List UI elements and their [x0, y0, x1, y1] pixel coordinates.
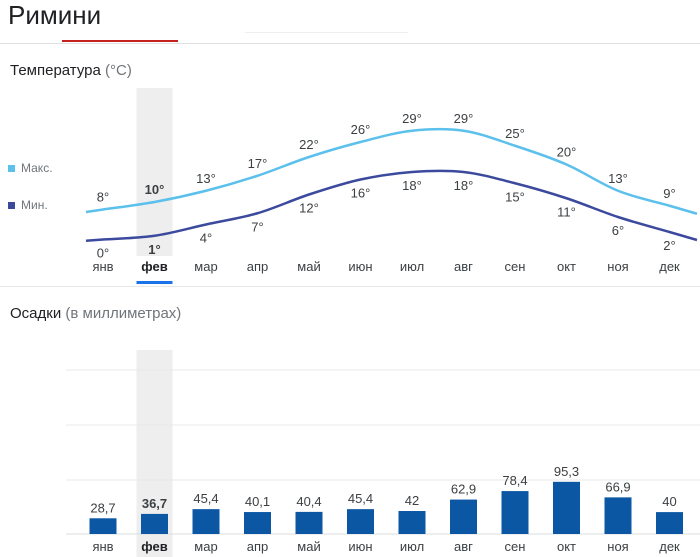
- min-temp-label-10: 11°: [557, 204, 576, 219]
- temperature-unit: (°C): [105, 62, 132, 79]
- selected-month-highlight-temp: [136, 88, 173, 256]
- section-divider: [0, 286, 700, 287]
- precip-month-label-6: июн: [348, 539, 372, 554]
- precip-month-label-2: фев: [141, 539, 167, 554]
- max-temperature-line: [85, 127, 698, 215]
- precip-bar-9: [501, 491, 529, 534]
- precip-bar-4: [244, 512, 271, 534]
- precip-month-label-1: янв: [92, 539, 113, 554]
- temp-month-label-9: сен: [505, 259, 526, 274]
- precip-value-label-10: 95,3: [554, 464, 579, 479]
- precip-value-label-1: 28,7: [90, 500, 115, 515]
- max-temp-label-4: 17°: [248, 156, 268, 171]
- max-temp-label-12: 9°: [663, 186, 675, 201]
- precip-month-label-5: май: [297, 539, 320, 554]
- precip-month-label-7: июл: [400, 539, 424, 554]
- precip-value-label-8: 62,9: [451, 482, 476, 497]
- precip-month-label-10: окт: [557, 539, 576, 554]
- precip-bar-1: [89, 518, 117, 534]
- min-temp-label-6: 16°: [351, 186, 371, 201]
- max-temp-label-9: 25°: [505, 126, 525, 141]
- temp-month-label-5: май: [297, 259, 320, 274]
- precip-value-label-11: 66,9: [605, 479, 630, 494]
- precip-bar-10: [553, 481, 580, 534]
- max-temp-label-8: 29°: [454, 111, 474, 126]
- min-temp-label-12: 2°: [663, 238, 675, 253]
- temperature-title-text: Температура: [10, 62, 101, 79]
- precipitation-section-title: Осадки (в миллиметрах): [10, 305, 181, 322]
- precip-bar-2: [141, 513, 168, 534]
- legend-min-label: Мин.: [21, 198, 48, 212]
- max-temp-label-6: 26°: [351, 122, 371, 137]
- precip-bar-7: [398, 511, 426, 534]
- legend-max-swatch: [8, 164, 15, 172]
- precip-month-label-11: ноя: [607, 539, 628, 554]
- precip-month-label-9: сен: [505, 539, 526, 554]
- min-temp-label-3: 4°: [200, 231, 212, 246]
- precip-value-label-12: 40: [662, 494, 676, 509]
- temp-month-label-7: июл: [400, 259, 424, 274]
- min-temp-label-5: 12°: [299, 201, 319, 216]
- temp-month-label-3: мар: [194, 259, 217, 274]
- min-temp-label-1: 0°: [97, 246, 109, 261]
- precip-value-label-5: 40,4: [296, 494, 321, 509]
- legend-max-label: Макс.: [21, 161, 53, 175]
- precip-bar-6: [347, 509, 374, 534]
- header-divider: [0, 43, 700, 44]
- city-title: Римини: [8, 0, 102, 30]
- precip-month-label-4: апр: [247, 539, 269, 554]
- tab-divider: [245, 32, 408, 33]
- max-temp-label-1: 8°: [97, 190, 109, 205]
- min-temp-label-2: 1°: [148, 242, 160, 257]
- selected-month-underline: [136, 281, 173, 284]
- legend-min: Мин.: [8, 198, 48, 212]
- precip-month-label-12: дек: [659, 539, 680, 554]
- precipitation-unit: (в миллиметрах): [65, 305, 182, 322]
- precip-value-label-6: 45,4: [348, 491, 373, 506]
- precip-bar-3: [192, 509, 220, 534]
- max-temp-label-2: 10°: [145, 182, 165, 197]
- min-temp-label-11: 6°: [612, 223, 624, 238]
- min-temp-label-4: 7°: [251, 219, 263, 234]
- min-temp-label-8: 18°: [454, 178, 474, 193]
- legend-max: Макс.: [8, 161, 53, 175]
- temp-month-label-1: янв: [92, 259, 113, 274]
- precip-value-label-2: 36,7: [142, 496, 167, 511]
- max-temp-label-7: 29°: [402, 111, 422, 126]
- precip-value-label-4: 40,1: [245, 494, 270, 509]
- min-temp-label-7: 18°: [402, 178, 422, 193]
- temp-month-label-11: ноя: [607, 259, 628, 274]
- temp-month-label-12: дек: [659, 259, 680, 274]
- temp-month-label-10: окт: [557, 259, 576, 274]
- active-tab-indicator: [62, 40, 178, 42]
- precip-bar-12: [656, 512, 683, 534]
- precip-value-label-7: 42: [405, 493, 419, 508]
- precip-bar-8: [450, 499, 477, 534]
- temperature-section-title: Температура (°C): [10, 62, 132, 79]
- max-temp-label-5: 22°: [299, 137, 319, 152]
- precip-month-label-8: авг: [454, 539, 473, 554]
- precip-bar-11: [604, 497, 632, 534]
- precip-value-label-3: 45,4: [193, 491, 218, 506]
- precip-month-label-3: мар: [194, 539, 217, 554]
- precip-value-label-9: 78,4: [502, 473, 527, 488]
- legend-min-swatch: [8, 201, 15, 209]
- min-temp-label-9: 15°: [505, 189, 525, 204]
- temp-month-label-2: фев: [141, 259, 167, 274]
- max-temp-label-10: 20°: [557, 145, 577, 160]
- precipitation-title-text: Осадки: [10, 305, 62, 322]
- temp-month-label-8: авг: [454, 259, 473, 274]
- temp-month-label-6: июн: [348, 259, 372, 274]
- temp-month-label-4: апр: [247, 259, 269, 274]
- max-temp-label-11: 13°: [608, 171, 628, 186]
- precip-bar-5: [295, 511, 323, 534]
- min-temperature-line: [85, 169, 698, 242]
- max-temp-label-3: 13°: [196, 171, 216, 186]
